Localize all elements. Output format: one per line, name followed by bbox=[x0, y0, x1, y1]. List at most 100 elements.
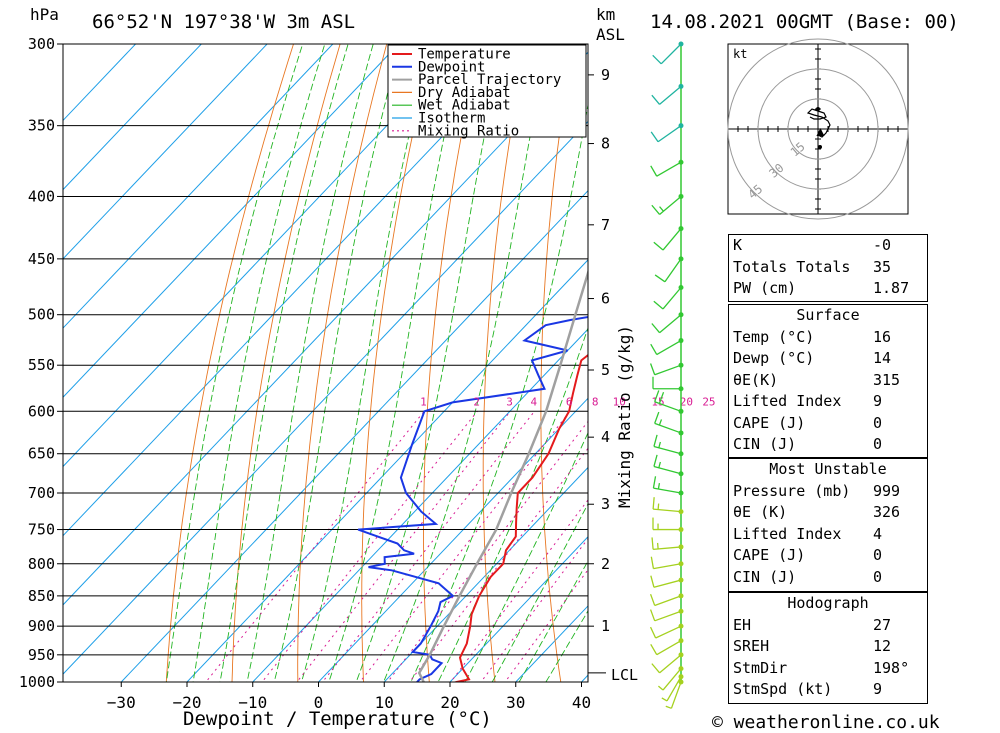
mixing-ratio-line bbox=[408, 447, 588, 682]
dry-adiabat-line bbox=[297, 44, 388, 682]
legend-entry: Dewpoint bbox=[418, 59, 485, 75]
wet-adiabat-line bbox=[165, 44, 304, 682]
wet-adiabat-line bbox=[410, 102, 588, 682]
mixing-ratio-line bbox=[359, 410, 571, 682]
wind-barb bbox=[652, 41, 684, 65]
pressure-unit-label: hPa bbox=[30, 5, 59, 24]
profile-lines bbox=[357, 268, 588, 682]
mixing-ratio-line bbox=[321, 410, 535, 682]
hodograph-point bbox=[818, 145, 822, 149]
wind-barb bbox=[665, 679, 684, 709]
wet-adiabat-line bbox=[464, 431, 588, 682]
index-label: θE (K) bbox=[733, 503, 788, 521]
wet-adiabat-line bbox=[273, 44, 401, 682]
index-value: 0 bbox=[873, 413, 883, 432]
index-value: 27 bbox=[873, 615, 892, 634]
index-label: Lifted Index bbox=[733, 392, 842, 410]
pressure-tick-label: 450 bbox=[28, 250, 55, 268]
surface-title: Surface bbox=[796, 306, 860, 324]
wet-adiabat-line bbox=[383, 44, 549, 682]
mixing-ratio-label: 8 bbox=[592, 395, 599, 408]
pressure-tick-label: 1000 bbox=[19, 673, 55, 691]
km-tick-label: 1 bbox=[601, 617, 610, 635]
index-value: 35 bbox=[873, 257, 892, 276]
dry-adiabat-line bbox=[992, 26, 1000, 708]
wind-barb bbox=[651, 83, 684, 105]
wind-barb bbox=[650, 638, 684, 656]
pressure-tick-label: 750 bbox=[28, 521, 55, 539]
index-label: K bbox=[733, 236, 743, 254]
index-value: 4 bbox=[873, 524, 883, 543]
hodograph-unit-label: kt bbox=[733, 47, 747, 61]
km-tick-label: 9 bbox=[601, 66, 610, 84]
wind-barb bbox=[652, 517, 684, 533]
hodograph-trace bbox=[806, 108, 831, 138]
legend-entry: Dry Adiabat bbox=[418, 85, 511, 101]
lcl-label: LCL bbox=[611, 666, 638, 684]
km-tick-label: 6 bbox=[601, 290, 610, 308]
x-tick-label: −10 bbox=[238, 693, 267, 712]
index-value: 0 bbox=[873, 435, 883, 453]
index-row: θE (K) 326 bbox=[729, 502, 927, 524]
isotherm-line bbox=[63, 51, 588, 606]
mixing-ratio-label: 3 bbox=[506, 395, 513, 408]
dry-adiabat-line bbox=[165, 44, 294, 682]
wind-barb bbox=[652, 376, 684, 392]
x-tick-label: 0 bbox=[314, 693, 324, 712]
wet-adiabat-line bbox=[219, 44, 349, 682]
index-label: Temp (°C) bbox=[733, 327, 815, 346]
hodograph-ring bbox=[787, 98, 849, 160]
isotherm-line bbox=[252, 328, 588, 682]
km-tick-label: 8 bbox=[601, 135, 610, 153]
wind-barb bbox=[651, 537, 684, 551]
wet-adiabat-line bbox=[246, 44, 374, 682]
isotherm-line bbox=[63, 44, 137, 122]
dry-adiabat-line bbox=[945, 26, 1000, 708]
index-label: Totals Totals bbox=[733, 257, 851, 276]
index-label: StmSpd (kt) bbox=[733, 680, 833, 698]
hodograph-title: Hodograph bbox=[787, 594, 869, 612]
index-value: 9 bbox=[873, 392, 883, 410]
wind-barb bbox=[651, 312, 684, 334]
index-value: 12 bbox=[873, 637, 892, 655]
index-row: CAPE (J) 0 bbox=[729, 545, 927, 567]
pressure-tick-label: 900 bbox=[28, 617, 55, 635]
isotherm-line bbox=[383, 466, 588, 682]
legend-entry: Wet Adiabat bbox=[418, 98, 511, 114]
pressure-tick-label: 800 bbox=[28, 555, 55, 573]
index-label: StmDir bbox=[733, 658, 788, 677]
most-unstable-title: Most Unstable bbox=[769, 460, 887, 478]
isotherm-line bbox=[63, 44, 466, 468]
mixing-ratio-label: 25 bbox=[702, 395, 715, 408]
dry-adiabat-line bbox=[423, 44, 481, 682]
index-row: CIN (J) 0 bbox=[729, 567, 927, 589]
isotherm-line bbox=[63, 44, 400, 398]
mixing-ratio-label: 15 bbox=[651, 395, 664, 408]
wind-barb bbox=[653, 285, 684, 310]
index-row: Temp (°C) 16 bbox=[729, 327, 927, 349]
index-row: SREH 12 bbox=[729, 636, 927, 658]
km-tick-label: 4 bbox=[601, 428, 610, 446]
x-tick-label: 20 bbox=[440, 693, 459, 712]
isotherm-line bbox=[63, 44, 334, 329]
isotherm-line bbox=[449, 536, 588, 682]
wind-barb bbox=[650, 159, 684, 177]
wind-barb bbox=[652, 476, 684, 496]
pressure-tick-label: 850 bbox=[28, 587, 55, 605]
dry-adiabat-line bbox=[540, 44, 574, 682]
wind-barb bbox=[651, 652, 684, 674]
plot-frame bbox=[62, 43, 589, 683]
mixing-ratio-label: 10 bbox=[613, 395, 626, 408]
pressure-tick-label: 650 bbox=[28, 445, 55, 463]
asl-label: ASL bbox=[596, 25, 625, 44]
km-tick-label: 2 bbox=[601, 555, 610, 573]
index-label: SREH bbox=[733, 637, 770, 655]
wind-barb bbox=[650, 338, 684, 356]
hodograph-point bbox=[816, 107, 820, 111]
wind-barb bbox=[649, 623, 684, 639]
isotherm-line bbox=[120, 189, 588, 682]
wind-barb bbox=[651, 193, 684, 215]
legend-entry: Mixing Ratio bbox=[418, 123, 519, 139]
dewpoint-profile bbox=[357, 316, 588, 682]
